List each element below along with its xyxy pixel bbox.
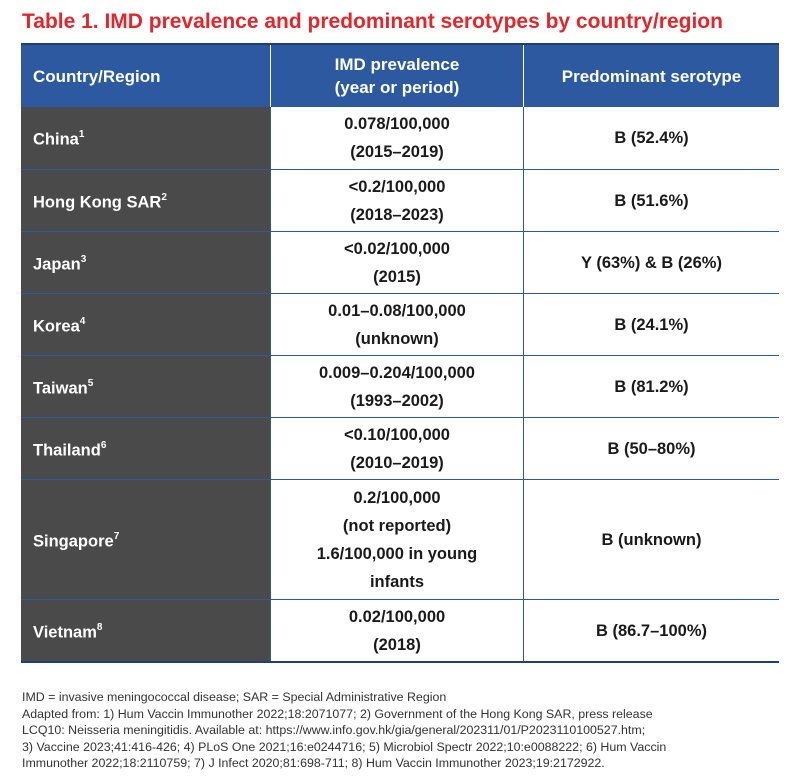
serotype-cell: B (unknown) [524,479,779,599]
footnote-source-line: Immunother 2022;18:2110759; 7) J Infect … [22,756,605,770]
table-row: Japan3 <0.02/100,000 (2015) Y (63%) & B … [21,231,779,293]
footnote: IMD = invasive meningococcal disease; SA… [22,689,782,772]
reference-number: 5 [87,377,94,389]
country-name: Japan [33,255,81,274]
header-serotype: Predominant serotype [524,45,779,107]
prevalence-period: (2015) [373,267,421,286]
reference-number: 1 [78,129,85,141]
prevalence-value: <0.2/100,000 [348,177,446,196]
country-cell: Japan3 [21,231,270,293]
header-prevalence: IMD prevalence (year or period) [270,45,524,107]
prevalence-period: (1993–2002) [350,391,444,410]
serotype-cell: B (81.2%) [524,355,779,417]
reference-number: 8 [96,621,103,633]
prevalence-value: 0.078/100,000 [344,115,450,133]
prevalence-table: Country/Region IMD prevalence (year or p… [21,43,779,663]
prevalence-period: (not reported) [342,516,452,535]
footnote-abbreviations: IMD = invasive meningococcal disease; SA… [22,690,447,704]
table-row: Singapore7 0.2/100,000 (not reported) 1.… [21,479,779,599]
header-prevalence-line2: (year or period) [334,78,460,97]
table-title: Table 1. IMD prevalence and predominant … [22,10,723,33]
reference-number: 4 [79,315,86,327]
prevalence-value: 0.2/100,000 [353,488,441,507]
prevalence-period: (unknown) [355,329,439,348]
country-name: Hong Kong SAR [33,193,162,212]
reference-number: 2 [161,191,167,203]
country-name: Vietnam [33,623,97,642]
serotype-cell: B (86.7–100%) [524,599,779,661]
country-name: China [33,130,79,149]
prevalence-value: <0.02/100,000 [344,239,450,258]
serotype-cell: B (51.6%) [524,169,779,231]
footnote-source-line: Adapted from: 1) Hum Vaccin Immunother 2… [22,706,653,721]
header-row: Country/Region IMD prevalence (year or p… [21,45,779,107]
prevalence-cell: <0.2/100,000 (2018–2023) [270,169,524,231]
country-name: Singapore [33,532,114,551]
table-row: China1 0.078/100,000 (2015–2019) B (52.4… [21,107,779,169]
country-cell: Taiwan5 [21,355,270,417]
reference-number: 6 [100,439,107,451]
footnote-source-line: LCQ10: Neisseria meningitidis. Available… [22,723,646,737]
prevalence-infants-cont: infants [369,572,425,591]
table-row: Taiwan5 0.009–0.204/100,000 (1993–2002) … [21,355,779,417]
country-cell: Singapore7 [21,479,270,599]
serotype-cell: B (50–80%) [524,417,779,479]
prevalence-period: (2015–2019) [350,143,444,161]
country-name: Korea [33,317,80,336]
serotype-cell: Y (63%) & B (26%) [524,231,779,293]
country-cell: Vietnam8 [21,599,270,661]
country-cell: Korea4 [21,293,270,355]
country-cell: China1 [21,107,270,169]
serotype-cell: B (52.4%) [524,107,779,169]
prevalence-value: 0.009–0.204/100,000 [319,363,475,382]
table-row: Vietnam8 0.02/100,000 (2018) B (86.7–100… [21,599,779,661]
country-name: Taiwan [33,379,88,398]
serotype-cell: B (24.1%) [524,293,779,355]
prevalence-value: 0.02/100,000 [348,607,446,626]
prevalence-cell: 0.02/100,000 (2018) [270,599,524,661]
prevalence-period: (2010–2019) [350,453,444,472]
prevalence-cell: <0.02/100,000 (2015) [270,231,524,293]
prevalence-cell: 0.009–0.204/100,000 (1993–2002) [270,355,524,417]
header-prevalence-line1: IMD prevalence [334,55,460,74]
prevalence-infants: 1.6/100,000 in young [316,544,478,563]
prevalence-period: (2018) [373,635,421,654]
country-cell: Hong Kong SAR2 [21,169,270,231]
footnote-source-line: 3) Vaccine 2023;41:416-426; 4) PLoS One … [22,739,667,754]
prevalence-cell: 0.2/100,000 (not reported) 1.6/100,000 i… [270,479,524,599]
country-cell: Thailand6 [21,417,270,479]
prevalence-period: (2018–2023) [350,205,444,224]
table-row: Thailand6 <0.10/100,000 (2010–2019) B (5… [21,417,779,479]
prevalence-value: <0.10/100,000 [344,425,450,444]
reference-number: 7 [113,530,120,542]
table-row: Korea4 0.01–0.08/100,000 (unknown) B (24… [21,293,779,355]
header-country: Country/Region [21,45,270,107]
prevalence-cell: 0.01–0.08/100,000 (unknown) [270,293,524,355]
prevalence-value: 0.01–0.08/100,000 [328,301,466,320]
reference-number: 3 [80,253,87,265]
country-name: Thailand [33,441,101,460]
table-row: Hong Kong SAR2 <0.2/100,000 (2018–2023) … [21,169,779,231]
prevalence-cell: <0.10/100,000 (2010–2019) [270,417,524,479]
prevalence-cell: 0.078/100,000 (2015–2019) [270,107,524,169]
